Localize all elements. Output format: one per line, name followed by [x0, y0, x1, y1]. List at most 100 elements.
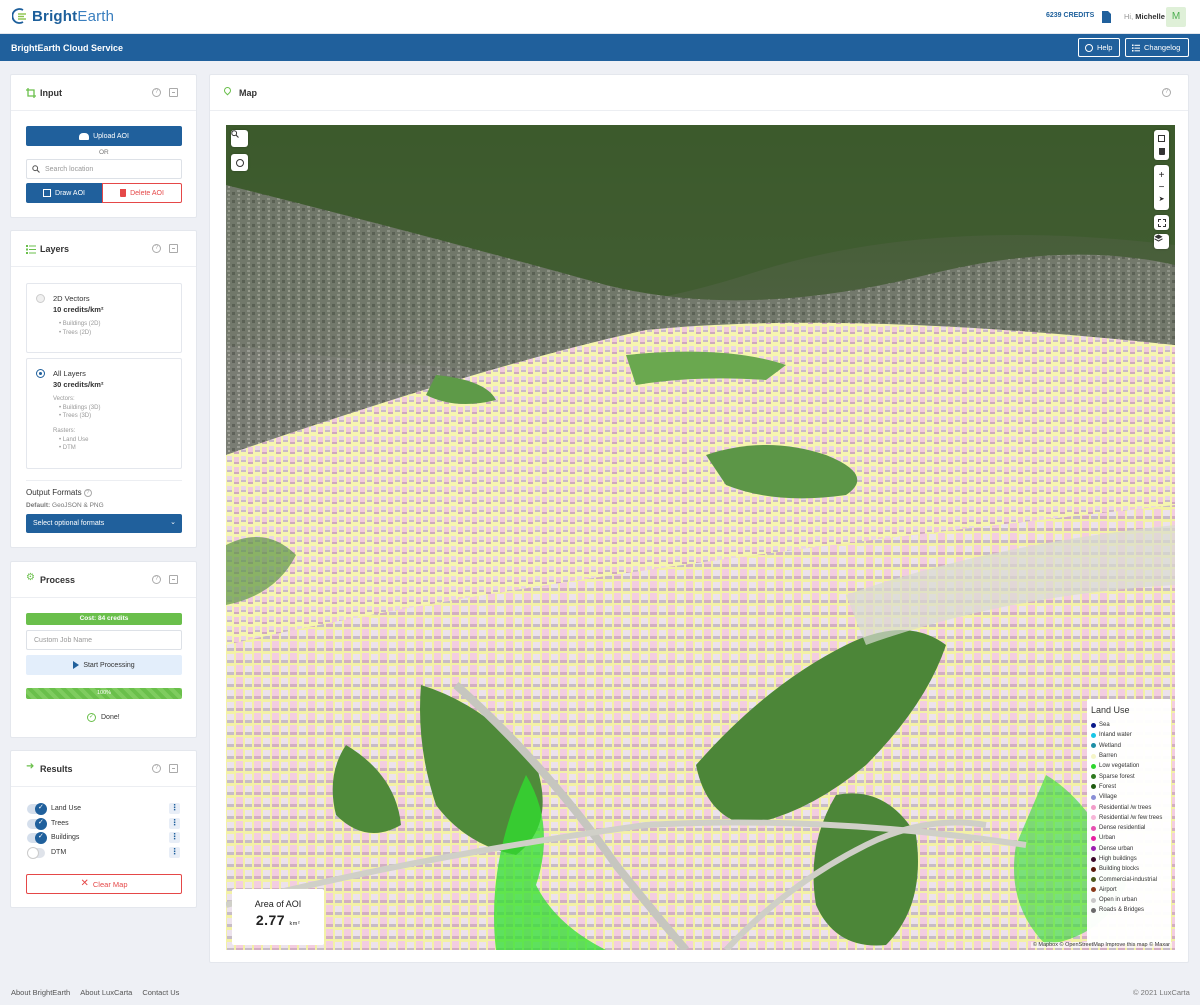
service-bar: BrightEarth Cloud Service Help Changelog [0, 34, 1200, 61]
search-icon [32, 165, 40, 173]
close-icon: ✕ [80, 878, 89, 889]
avatar[interactable]: M [1166, 7, 1186, 27]
legend-label: High buildings [1099, 856, 1137, 862]
map-search-button[interactable] [231, 130, 248, 147]
legend-swatch [1091, 897, 1096, 903]
results-panel-header: ➜ Results ? [11, 751, 196, 787]
footer-link[interactable]: Contact Us [142, 988, 180, 997]
help-icon[interactable]: ? [152, 575, 161, 584]
legend-label: Sea [1099, 722, 1110, 729]
chevron-down-icon: ⌄ [170, 519, 176, 526]
start-processing-button[interactable]: Start Processing [26, 655, 182, 675]
changelog-button[interactable]: Changelog [1125, 38, 1189, 57]
result-toggle[interactable] [27, 817, 47, 830]
draw-polygon-icon[interactable] [1158, 135, 1165, 142]
legend-item: Roads & Bridges [1091, 905, 1171, 915]
help-button[interactable]: Help [1078, 38, 1120, 57]
job-name-input[interactable]: Custom Job Name [26, 630, 182, 650]
more-options-icon[interactable]: ⋮ [169, 817, 180, 829]
layer-option-2d-vectors[interactable]: 2D Vectors 10 credits/km² • Buildings (2… [26, 283, 182, 353]
legend-label: Inland water [1099, 732, 1132, 739]
brightearth-logo-icon [12, 8, 26, 24]
more-options-icon[interactable]: ⋮ [169, 832, 180, 843]
help-icon[interactable]: ? [1162, 88, 1171, 97]
legend-label: Urban [1099, 835, 1116, 842]
result-toggle[interactable] [27, 846, 45, 859]
legend-item: Commercial-industrial [1091, 874, 1171, 884]
layer-option-all-layers[interactable]: All Layers 30 credits/km² Vectors: • Bui… [26, 358, 182, 469]
fullscreen-icon [1157, 218, 1166, 227]
help-icon[interactable]: ? [152, 764, 161, 773]
compass-icon[interactable]: ➤ [1158, 195, 1165, 203]
collapse-icon[interactable] [169, 244, 178, 253]
legend-label: Barren [1099, 753, 1118, 760]
or-separator: OR [99, 149, 109, 156]
map-attribution[interactable]: © Mapbox © OpenStreetMap Improve this ma… [1030, 942, 1172, 948]
map-panel-title: Map [239, 88, 257, 98]
legend-item: Village [1091, 792, 1171, 802]
upload-aoi-button[interactable]: Upload AOI [26, 126, 182, 146]
result-toggle[interactable] [27, 832, 47, 844]
more-options-icon[interactable]: ⋮ [169, 803, 180, 814]
aoi-area-title: Area of AOI [254, 899, 302, 909]
delete-aoi-button[interactable]: Delete AOI [102, 183, 182, 203]
trash-icon[interactable] [1158, 148, 1165, 155]
help-icon[interactable]: ? [83, 488, 92, 497]
footer-link[interactable]: About BrightEarth [11, 988, 71, 997]
legend-item: Building blocks [1091, 864, 1171, 874]
fullscreen-button[interactable] [1154, 215, 1169, 230]
layers-panel-title: Layers [40, 244, 70, 254]
select-formats-dropdown[interactable]: Select optional formats ⌄ [26, 514, 182, 533]
map-canvas[interactable]: + − ➤ Land Use Sea Inland water Wetland Bar… [226, 125, 1175, 950]
clear-map-button[interactable]: ✕ Clear Map [26, 874, 182, 894]
legend-swatch [1091, 815, 1096, 821]
legend-swatch [1091, 887, 1096, 893]
radio-2d-vectors[interactable] [36, 294, 45, 303]
legend-swatch [1091, 846, 1096, 852]
layers-icon [1154, 234, 1163, 242]
legend-item: Forest [1091, 782, 1171, 792]
collapse-icon[interactable] [169, 88, 178, 97]
input-panel: Input ? Upload AOI OR Search location Dr… [10, 74, 197, 218]
layers-toggle-button[interactable] [1154, 234, 1169, 249]
credits-counter: 6239 CREDITS [1046, 12, 1095, 19]
help-icon[interactable]: ? [152, 88, 161, 97]
legend-item: Dense urban [1091, 844, 1171, 854]
map-pin-icon [222, 85, 233, 96]
output-formats-label: Output Formats ? [26, 488, 92, 497]
user-greeting: Hi, Michelle [1124, 12, 1165, 21]
help-icon[interactable]: ? [152, 244, 161, 253]
progress-fill: 100% [26, 688, 182, 699]
legend-swatch [1091, 877, 1096, 883]
geolocate-button[interactable] [231, 154, 248, 171]
list-icon [1132, 44, 1140, 51]
legend-label: Roads & Bridges [1099, 907, 1145, 914]
legend-swatch [1091, 753, 1096, 759]
zoom-out-icon[interactable]: − [1158, 181, 1165, 193]
document-icon[interactable] [1101, 11, 1111, 23]
toggle-knob [35, 817, 47, 830]
legend-swatch [1091, 805, 1096, 811]
search-icon [231, 130, 239, 138]
layers-panel-header: Layers ? [11, 231, 196, 267]
brand-logo[interactable]: BrightEarth [12, 7, 114, 25]
legend-label: Airport [1099, 886, 1117, 893]
footer-link[interactable]: About LuxCarta [80, 988, 133, 997]
collapse-icon[interactable] [169, 575, 178, 584]
mapbox-logo[interactable]: mapbox [1126, 924, 1157, 933]
legend-item: Residential /w few trees [1091, 813, 1171, 823]
more-options-icon[interactable]: ⋮ [169, 846, 180, 858]
map-3d-view [226, 125, 1175, 950]
play-icon [73, 661, 80, 669]
legend-item: Inland water [1091, 730, 1171, 740]
list-icon [26, 245, 36, 254]
toggle-knob [27, 846, 39, 859]
sign-out-icon: ➜ [26, 761, 35, 772]
zoom-in-icon[interactable]: + [1158, 169, 1165, 181]
radio-all-layers[interactable] [36, 369, 45, 378]
result-toggle[interactable] [27, 803, 47, 815]
zoom-controls: + − ➤ [1154, 165, 1169, 210]
collapse-icon[interactable] [169, 764, 178, 773]
draw-aoi-button[interactable]: Draw AOI [26, 183, 102, 203]
search-location-input[interactable]: Search location [26, 159, 182, 179]
